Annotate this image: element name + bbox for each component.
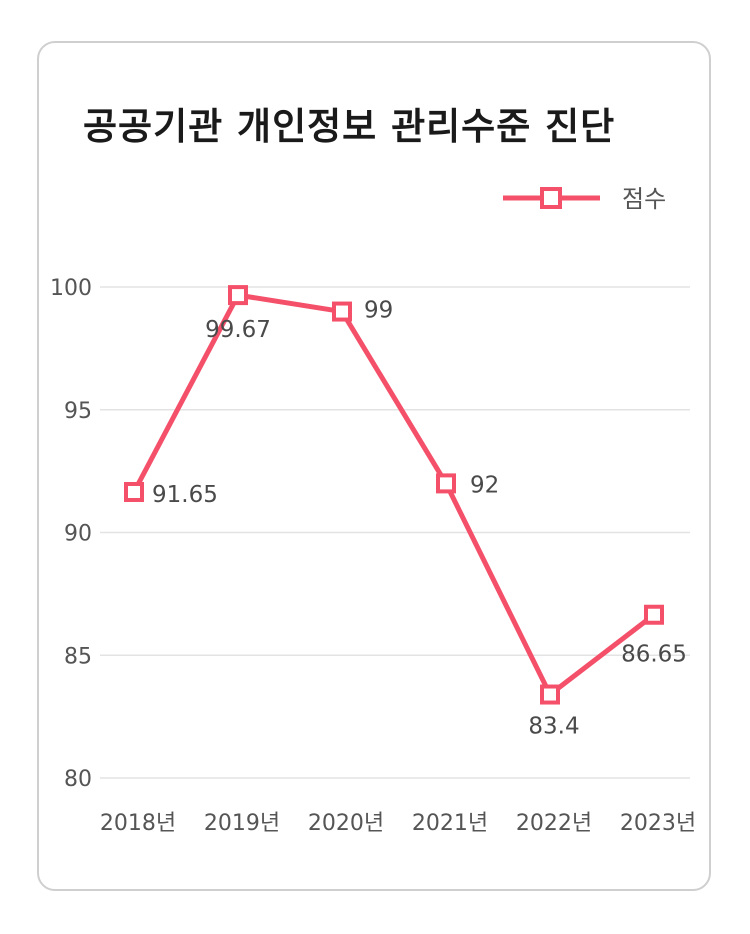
data-label: 99 [364,298,393,324]
y-tick-label: 100 [50,276,92,301]
y-tick-label: 95 [64,399,92,424]
data-point-marker [124,481,144,502]
x-tick-label: 2021년 [412,811,488,836]
data-point-marker [228,285,248,306]
series-line [131,292,656,698]
chart-title: 공공기관 개인정보 관리수준 진단 [83,105,616,148]
legend-marker [540,187,562,209]
data-point-marker [644,604,664,625]
legend: 점수 [503,185,666,213]
x-axis-ticks: 2018년 2019년 2020년 2021년 2022년 2023년 [100,811,696,836]
y-tick-label: 80 [64,767,92,792]
data-label: 99.67 [205,317,271,343]
legend-label: 점수 [622,185,666,213]
y-tick-label: 85 [64,644,92,669]
data-label: 86.65 [621,642,687,668]
x-tick-label: 2018년 [100,811,176,836]
series-scores: 91.65 99.67 99 92 83.4 86.65 [124,285,687,740]
data-point-marker [436,473,456,494]
data-point-marker [540,684,560,705]
data-label: 91.65 [152,482,218,508]
x-tick-label: 2020년 [308,811,384,836]
grid-lines [100,286,690,779]
x-tick-label: 2022년 [516,811,592,836]
y-tick-label: 90 [64,522,92,547]
data-label: 92 [470,472,499,498]
x-tick-label: 2019년 [204,811,280,836]
data-point-marker [332,301,352,322]
y-axis-ticks: 80 85 90 95 100 [50,276,92,792]
x-tick-label: 2023년 [620,811,696,836]
data-label: 83.4 [528,714,579,740]
